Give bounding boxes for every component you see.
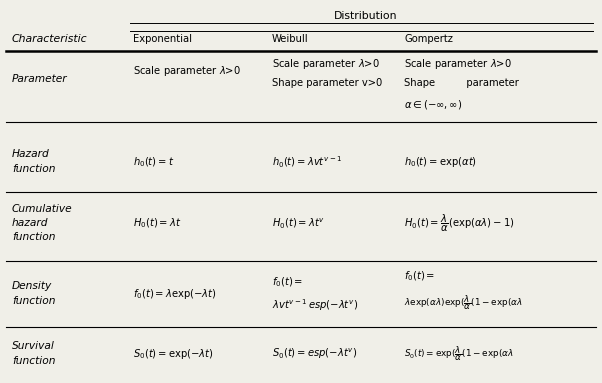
Text: $H_0(t) = \dfrac{\lambda}{\alpha}(\exp(\alpha\lambda)-1)$: $H_0(t) = \dfrac{\lambda}{\alpha}(\exp(\… <box>405 213 515 234</box>
Text: $H_0(t) = \lambda t$: $H_0(t) = \lambda t$ <box>133 217 181 230</box>
Text: Cumulative
hazard
function: Cumulative hazard function <box>12 205 73 242</box>
Text: $h_0(t) = t$: $h_0(t) = t$ <box>133 155 174 169</box>
Text: Parameter: Parameter <box>12 74 67 84</box>
Text: $H_0(t) = \lambda t^{v}$: $H_0(t) = \lambda t^{v}$ <box>272 216 324 231</box>
Text: $\alpha \in (-\infty, \infty)$: $\alpha \in (-\infty, \infty)$ <box>405 98 462 111</box>
Text: Scale parameter $\lambda$>0: Scale parameter $\lambda$>0 <box>272 57 379 71</box>
Text: Gompertz: Gompertz <box>405 34 453 44</box>
Text: $\lambda v t^{v-1}\, esp(-\lambda t^{v})$: $\lambda v t^{v-1}\, esp(-\lambda t^{v})… <box>272 297 358 313</box>
Text: Characteristic: Characteristic <box>12 34 87 44</box>
Text: $S_0(t) = \exp(-\lambda t)$: $S_0(t) = \exp(-\lambda t)$ <box>133 347 214 361</box>
Text: $f_0(t) = \lambda\exp(-\lambda t)$: $f_0(t) = \lambda\exp(-\lambda t)$ <box>133 286 217 301</box>
Text: Shape parameter v>0: Shape parameter v>0 <box>272 79 382 88</box>
Text: $f_0(t) =$: $f_0(t) =$ <box>405 269 435 283</box>
Text: Survival
function: Survival function <box>12 341 55 366</box>
Text: Shape          parameter: Shape parameter <box>405 79 519 88</box>
Text: $\lambda\exp(\alpha\lambda)\exp(\dfrac{\lambda}{\alpha}(1-\exp(\alpha\lambda$: $\lambda\exp(\alpha\lambda)\exp(\dfrac{\… <box>405 293 523 312</box>
Text: Exponential: Exponential <box>133 34 192 44</box>
Text: Hazard
function: Hazard function <box>12 149 55 174</box>
Text: Weibull: Weibull <box>272 34 308 44</box>
Text: $f_0(t) =$: $f_0(t) =$ <box>272 275 303 289</box>
Text: $S_0(t) = esp(-\lambda t^{v})$: $S_0(t) = esp(-\lambda t^{v})$ <box>272 347 357 361</box>
Text: $h_0(t) = \lambda v t^{v-1}$: $h_0(t) = \lambda v t^{v-1}$ <box>272 154 342 170</box>
Text: Density
function: Density function <box>12 281 55 306</box>
Text: Distribution: Distribution <box>334 11 398 21</box>
Text: Scale parameter $\lambda$>0: Scale parameter $\lambda$>0 <box>133 64 241 79</box>
Text: Scale parameter $\lambda$>0: Scale parameter $\lambda$>0 <box>405 57 512 71</box>
Text: $h_0(t) = \exp(\alpha t)$: $h_0(t) = \exp(\alpha t)$ <box>405 155 477 169</box>
Text: $S_0(t) = \exp(\dfrac{\lambda}{\alpha}(1-\exp(\alpha\lambda$: $S_0(t) = \exp(\dfrac{\lambda}{\alpha}(1… <box>405 344 514 363</box>
